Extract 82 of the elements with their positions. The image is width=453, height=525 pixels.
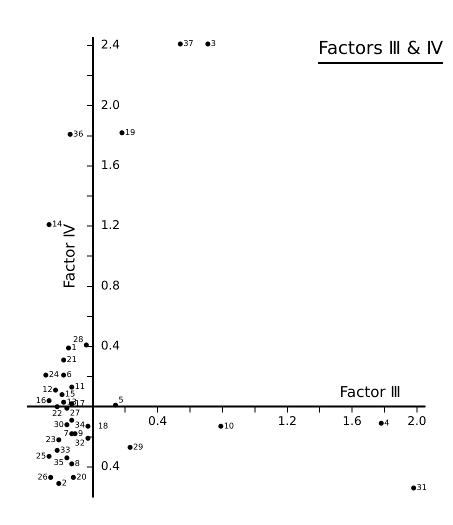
annotation: 15: [65, 390, 76, 399]
point: [43, 372, 48, 378]
annotation: 5: [118, 395, 124, 404]
point: [69, 384, 74, 390]
annotation: 10: [224, 421, 234, 430]
annotation: 21: [66, 355, 77, 364]
annotation: 6: [66, 370, 72, 380]
annotation: 14: [52, 220, 62, 229]
y-tick-label: 0.4: [100, 459, 120, 474]
point: [205, 42, 210, 47]
annotation: 37: [183, 39, 194, 48]
y-axis-title: Factor Ⅳ: [60, 224, 79, 288]
point: [48, 474, 54, 480]
y-tick-label: 1.6: [100, 158, 120, 172]
annotation: 29: [133, 442, 144, 452]
x-tick-label: 2.0: [407, 414, 426, 428]
annotation: 35: [54, 458, 64, 467]
annotation: 12: [42, 385, 53, 394]
x-tick-label: 1.2: [278, 414, 297, 428]
point: [411, 485, 416, 490]
annotation: 3: [210, 39, 216, 48]
y-tick-label: 2.0: [100, 98, 120, 112]
point: [46, 222, 52, 228]
point: [70, 474, 76, 480]
point: [128, 444, 133, 450]
point: [53, 388, 58, 393]
annotation: 1: [72, 343, 77, 352]
annotation: 19: [124, 128, 136, 137]
point: [69, 461, 74, 466]
point: [61, 400, 66, 405]
point: [113, 402, 118, 408]
point: [54, 448, 60, 453]
annotation: 7: [64, 428, 69, 438]
annotation: 26: [38, 472, 48, 482]
point: [85, 424, 90, 429]
y-tick-label: 2.4: [100, 38, 120, 52]
point: [61, 372, 66, 378]
y-tick-label: 0.4: [100, 338, 120, 353]
annotation: 27: [70, 408, 80, 418]
point: [61, 358, 66, 363]
point: [69, 418, 74, 423]
annotation: 22: [52, 408, 62, 418]
point: [46, 454, 52, 459]
x-tick-label: 1.6: [342, 414, 362, 428]
point: [85, 436, 90, 441]
point: [64, 455, 70, 460]
point: [218, 424, 224, 429]
point: [54, 404, 60, 410]
annotation: 18: [98, 421, 108, 430]
annotation: 20: [76, 472, 87, 482]
point: [178, 42, 183, 47]
point: [378, 420, 384, 426]
annotation: 31: [416, 483, 427, 492]
annotation: 24: [48, 370, 60, 380]
point: [119, 130, 124, 136]
annotation: 11: [74, 382, 85, 392]
annotation: 36: [73, 129, 84, 138]
annotation: 33: [60, 445, 70, 454]
annotation: 4: [384, 418, 390, 428]
annotation: 16: [36, 396, 46, 405]
point: [64, 422, 70, 428]
point: [66, 346, 72, 351]
point: [84, 342, 89, 348]
x-tick-label: 0.4: [148, 414, 168, 428]
chart-title: Factors Ⅲ & Ⅳ: [318, 38, 443, 64]
annotation: 2: [62, 478, 67, 488]
annotation: 9: [78, 428, 84, 438]
y-tick-label: 0.8: [100, 278, 120, 292]
point: [56, 437, 62, 442]
annotation: 28: [73, 335, 84, 344]
annotation: 23: [46, 434, 56, 444]
point: [68, 132, 73, 137]
annotation: 34: [74, 420, 85, 430]
point: [56, 480, 62, 486]
annotation: 30: [54, 420, 64, 429]
x-axis-title: Factor Ⅲ: [340, 383, 401, 402]
annotation: 8: [74, 458, 80, 468]
annotation: 32: [74, 438, 85, 448]
point: [46, 398, 52, 404]
annotation: 25: [36, 451, 46, 460]
point: [60, 392, 65, 398]
y-tick-label: 1.2: [100, 218, 120, 232]
